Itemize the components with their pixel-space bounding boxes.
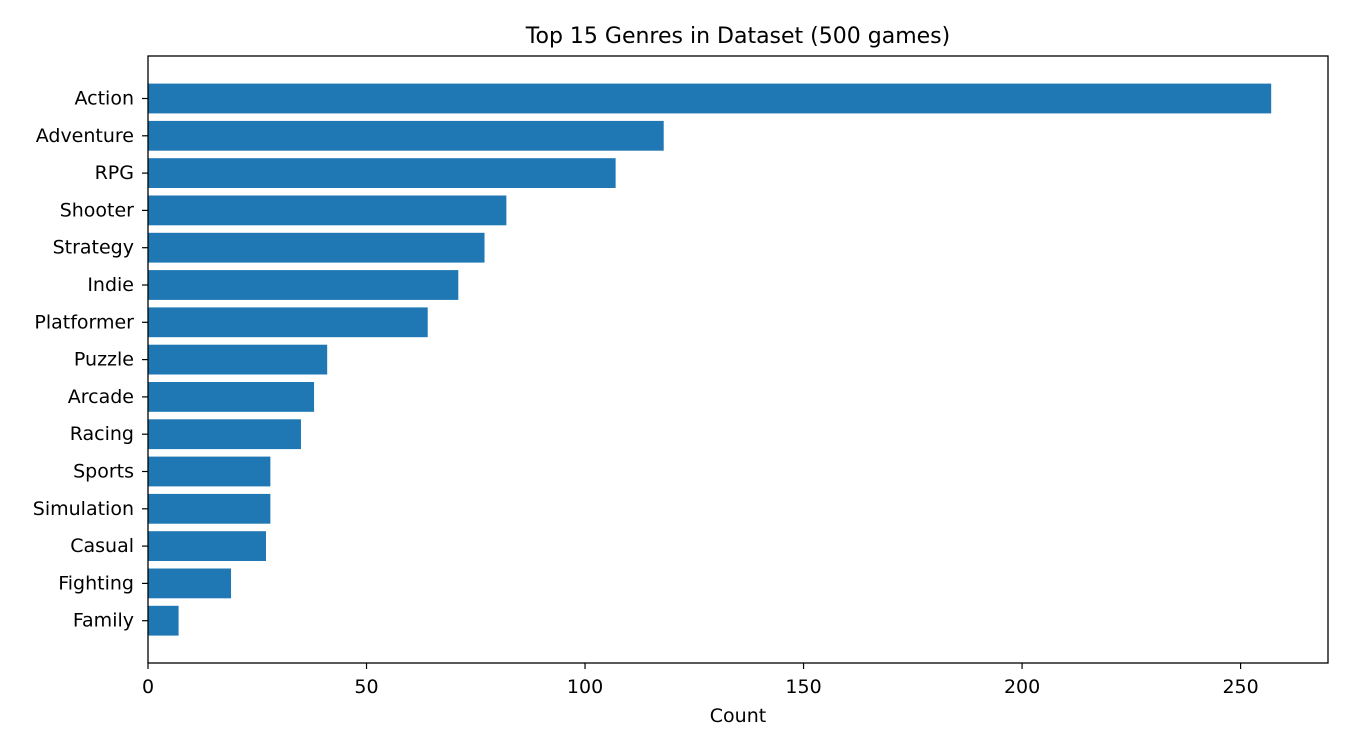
chart-title: Top 15 Genres in Dataset (500 games)	[525, 24, 950, 49]
y-tick-label: Arcade	[68, 386, 134, 408]
y-axis-ticks: Action Adventure RPG Shooter Strategy Indie Pl…	[33, 88, 148, 632]
y-tick-label: Action	[74, 88, 134, 110]
y-tick-label: Casual	[70, 535, 134, 557]
bar-arcade	[148, 382, 315, 412]
x-tick-label: 0	[142, 676, 154, 698]
x-axis-label: Count	[710, 705, 766, 727]
bar-action	[148, 83, 1272, 114]
bars-layer	[148, 83, 1272, 636]
bar-simulation	[148, 493, 271, 524]
plot-frame	[147, 55, 1329, 664]
bar-casual	[148, 531, 266, 561]
y-tick-label: Shooter	[60, 199, 134, 221]
bar-sports	[148, 456, 271, 487]
x-tick-label: 150	[785, 676, 821, 698]
bar-adventure	[148, 120, 664, 151]
bar-platformer	[148, 307, 428, 338]
y-tick-label: Adventure	[36, 125, 134, 147]
x-tick-label: 100	[567, 676, 603, 698]
x-axis-ticks: 0 50 100 150 200 250	[142, 663, 1259, 698]
bar-family	[148, 605, 179, 636]
bar-indie	[148, 270, 459, 300]
y-tick-label: Racing	[70, 423, 134, 445]
bar-fighting	[148, 568, 232, 599]
y-tick-label: Platformer	[34, 311, 134, 333]
bar-rpg	[148, 158, 616, 188]
x-tick-label: 50	[354, 676, 378, 698]
y-tick-label: Family	[73, 610, 134, 632]
y-tick-label: Indie	[87, 274, 134, 296]
bar-racing	[148, 419, 301, 450]
y-tick-label: Strategy	[53, 237, 134, 259]
bar-shooter	[148, 195, 507, 226]
y-tick-label: Puzzle	[74, 349, 134, 371]
bar-puzzle	[148, 344, 328, 375]
y-tick-label: Sports	[73, 461, 134, 483]
y-tick-label: Simulation	[33, 498, 134, 520]
x-tick-label: 200	[1004, 676, 1040, 698]
y-tick-label: Fighting	[58, 572, 134, 594]
x-tick-label: 250	[1222, 676, 1258, 698]
bar-strategy	[148, 232, 485, 263]
y-tick-label: RPG	[95, 162, 134, 184]
